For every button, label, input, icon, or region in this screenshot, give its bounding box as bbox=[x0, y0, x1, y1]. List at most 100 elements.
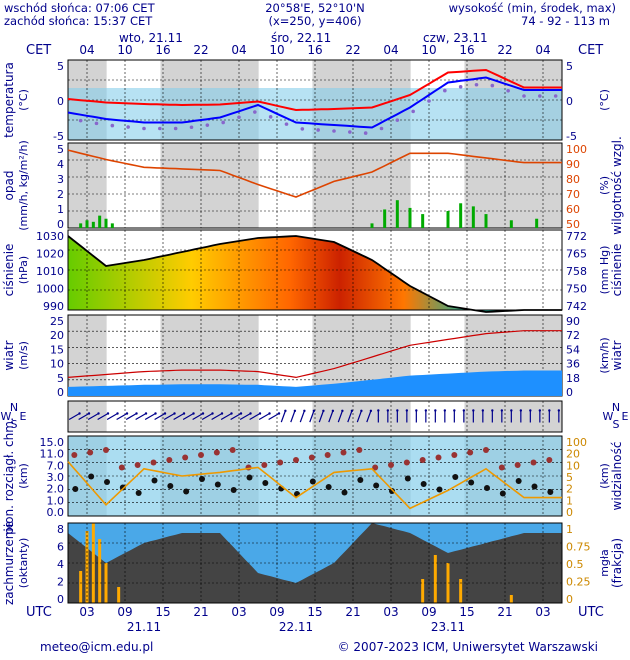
wind-arrow bbox=[78, 412, 90, 421]
cloud-top-dot bbox=[198, 452, 204, 458]
cloud-top-dot bbox=[419, 457, 426, 463]
wind-arrow-head bbox=[312, 409, 316, 413]
panel-left-unit: (hPa) bbox=[17, 256, 30, 284]
precip-bar bbox=[408, 207, 412, 228]
night-shade bbox=[68, 143, 107, 228]
cloud-base-dot bbox=[499, 490, 506, 497]
cloud-top-dot bbox=[213, 449, 220, 456]
tick-right: 758 bbox=[566, 265, 587, 278]
wind-arrow-head bbox=[434, 409, 437, 412]
night-shade bbox=[312, 143, 411, 228]
panel-frame bbox=[67, 142, 563, 229]
tick-left: 5 bbox=[57, 372, 64, 385]
dewpoint-dot bbox=[142, 126, 146, 131]
wind-arrow-head bbox=[350, 409, 354, 413]
dewpoint-dot bbox=[379, 126, 384, 131]
cloud-base-dot bbox=[104, 479, 110, 485]
precip-bar bbox=[535, 218, 539, 228]
wind-arrow-head bbox=[322, 409, 325, 413]
wind-arrow-head bbox=[78, 412, 81, 415]
wind-arrow-head bbox=[173, 412, 176, 415]
utc-hour-label: 09 bbox=[117, 605, 132, 619]
series-line-wind-gust bbox=[67, 330, 562, 379]
wind-arrow-head bbox=[331, 409, 335, 413]
precip-bar bbox=[383, 209, 387, 228]
panel-right-unit: (%) bbox=[598, 176, 611, 195]
cloud-top-dot bbox=[372, 464, 379, 471]
cloud-base-dot bbox=[199, 476, 205, 482]
tick-right: 1 bbox=[566, 494, 573, 507]
precip-bar bbox=[91, 221, 95, 228]
night-shade bbox=[464, 143, 562, 228]
utc-hour-label: 15 bbox=[307, 605, 322, 619]
tick-left: 2 bbox=[57, 188, 64, 201]
cloud-base-dot bbox=[325, 484, 332, 490]
cloud-top-dot bbox=[324, 452, 331, 458]
precip-bar bbox=[446, 211, 450, 228]
precip-bar bbox=[459, 203, 463, 228]
panel-left-label: pion. rozciągł. chm. bbox=[2, 417, 16, 535]
height-values: 74 - 92 - 113 m bbox=[521, 14, 610, 28]
cloud-top-dot bbox=[498, 464, 505, 471]
cet-hour-label: 22 bbox=[497, 43, 512, 57]
fog-bar bbox=[459, 579, 463, 603]
precip-bar bbox=[484, 214, 488, 228]
day-label-bottom: 23.11 bbox=[431, 620, 465, 634]
utc-hour-label: 03 bbox=[79, 605, 94, 619]
cloud-cover-area bbox=[68, 523, 562, 603]
wind-arrow bbox=[347, 410, 353, 423]
panel-left-unit: (km) bbox=[17, 463, 30, 489]
tick-right: 72 bbox=[566, 329, 580, 342]
fog-bar bbox=[98, 539, 102, 603]
utc-hour-label: 03 bbox=[383, 605, 398, 619]
dewpoint-dot bbox=[458, 85, 463, 89]
dewpoint-dot bbox=[348, 130, 352, 134]
bottom-axis: UTC UTC 03 09 15 21 03 09 15 21 03 09 15 21 03 21.11… bbox=[26, 605, 604, 634]
panel-right-unit: (mm Hg) bbox=[598, 246, 611, 295]
night-shade bbox=[160, 315, 259, 396]
tick-right: 5 bbox=[566, 60, 573, 73]
dewpoint-dot bbox=[474, 82, 479, 87]
tick-left: 5 bbox=[57, 143, 64, 156]
day-label-bottom: 21.11 bbox=[127, 620, 161, 634]
tick-left: 1000 bbox=[36, 283, 64, 296]
wind-arrow bbox=[366, 410, 372, 423]
cloud-base-dot bbox=[88, 473, 95, 480]
cloud-base-dot bbox=[484, 485, 490, 491]
panel-left-label: wiatr bbox=[2, 340, 16, 370]
wind-arrow bbox=[280, 410, 286, 423]
fog-bar bbox=[421, 579, 425, 603]
tick-left: -5 bbox=[53, 130, 64, 143]
wind-arrow-head bbox=[106, 412, 110, 415]
wind-arrow-head bbox=[239, 412, 243, 415]
night-shade bbox=[312, 401, 411, 432]
wind-arrow-head bbox=[303, 409, 306, 413]
wind-arrow bbox=[309, 410, 315, 423]
cloud-top-dot bbox=[134, 462, 141, 468]
tick-right: 0.25 bbox=[566, 576, 591, 589]
panel-right-unit: (km/h) bbox=[598, 337, 611, 373]
cloud-top-dot bbox=[103, 447, 109, 453]
cloud-top-dot bbox=[182, 454, 189, 461]
cloud-top-dot bbox=[71, 452, 78, 458]
wind-arrow-head bbox=[453, 409, 456, 412]
dewpoint-dot bbox=[427, 99, 431, 103]
day-label-bottom: 22.11 bbox=[279, 620, 313, 634]
cloud-base-dot bbox=[183, 488, 190, 495]
tick-left: 1 bbox=[57, 203, 64, 216]
cloud-base-dot bbox=[357, 477, 364, 483]
dewpoint-dot bbox=[268, 115, 273, 119]
panel-left-label: zachmurzenie bbox=[2, 521, 16, 605]
panel-right-unit: mgła bbox=[598, 549, 611, 577]
panel-left-unit: (mm/h, kg/m²/h) bbox=[17, 140, 30, 231]
dewpoint-dot bbox=[221, 120, 225, 125]
dewpoint-dot bbox=[284, 122, 289, 126]
cloud-top-dot bbox=[435, 454, 442, 461]
footer-email: meteo@icm.edu.pl bbox=[40, 640, 153, 654]
tick-left: 8 bbox=[57, 523, 64, 536]
wind-arrow bbox=[211, 412, 223, 421]
cloud-base-dot bbox=[119, 484, 126, 491]
grid-text: (x=250, y=406) bbox=[268, 14, 361, 28]
precip-bar bbox=[395, 200, 399, 228]
precip-bar bbox=[509, 220, 513, 228]
